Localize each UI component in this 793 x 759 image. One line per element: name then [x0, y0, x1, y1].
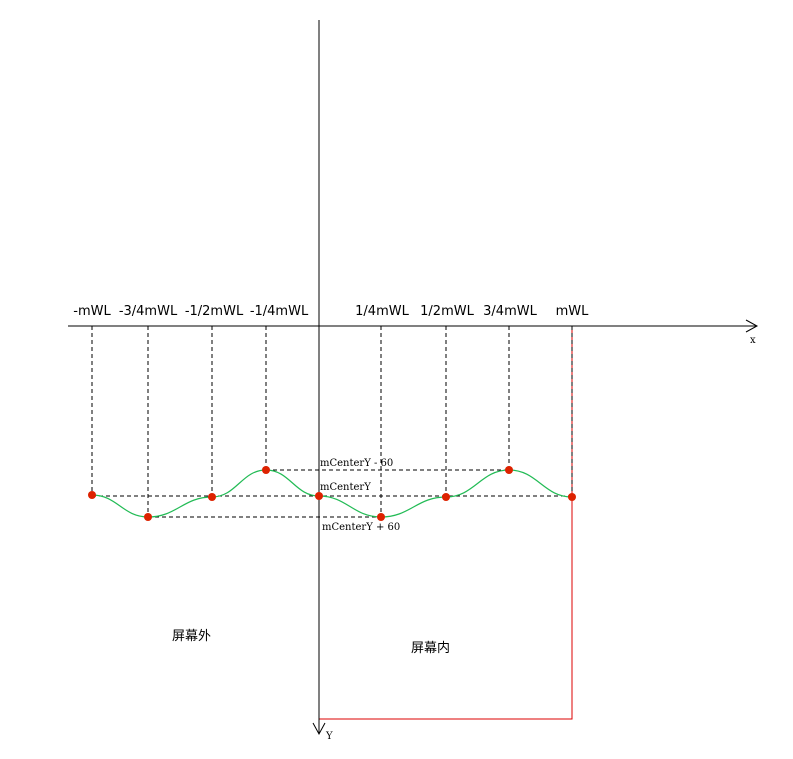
y-axis-label: Y — [325, 731, 333, 742]
wave-point — [315, 492, 323, 500]
level-label-bottom: mCenterY + 60 — [322, 522, 400, 533]
tick-label-three-quarter-wl: 3/4mWL — [483, 304, 537, 319]
region-label-outside: 屏幕外 — [172, 629, 211, 644]
wave-point — [262, 466, 270, 474]
level-label-center: mCenterY — [320, 482, 371, 493]
wave-points — [88, 466, 576, 521]
tick-label-neg-wl: -mWL — [73, 304, 111, 319]
level-label-top: mCenterY - 60 — [320, 458, 393, 469]
tick-label-quarter-wl: 1/4mWL — [355, 304, 409, 319]
tick-label-wl: mWL — [556, 304, 590, 319]
wave-point — [568, 493, 576, 501]
x-axis-arrow — [745, 319, 759, 333]
wave-point — [144, 513, 152, 521]
dashed-guides — [91, 326, 573, 518]
sine-wave-curve — [91, 469, 573, 518]
wave-point — [88, 491, 96, 499]
wave-point — [208, 493, 216, 501]
x-axis-label: x — [750, 335, 756, 346]
wave-point — [442, 493, 450, 501]
tick-label-half-wl: 1/2mWL — [420, 304, 474, 319]
wave-point — [377, 513, 385, 521]
tick-label-neg-quarter-wl: -1/4mWL — [250, 304, 309, 319]
wave-point — [505, 466, 513, 474]
tick-label-neg-three-quarter-wl: -3/4mWL — [119, 304, 178, 319]
region-label-inside: 屏幕内 — [411, 640, 450, 656]
y-axis-arrow — [312, 722, 326, 736]
tick-label-neg-half-wl: -1/2mWL — [185, 304, 244, 319]
